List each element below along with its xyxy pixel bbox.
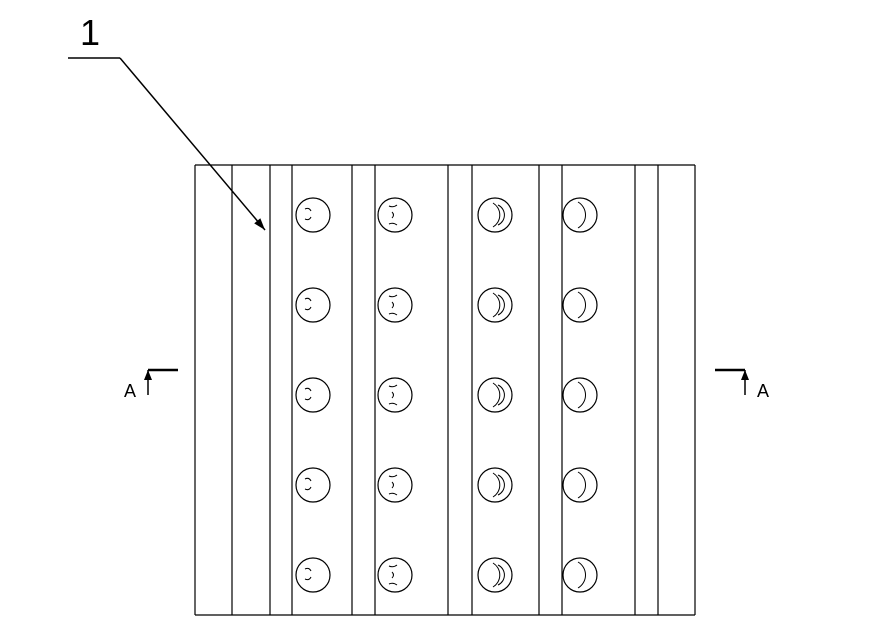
technical-drawing: 1 A A [0, 0, 891, 639]
leader-label: 1 [80, 12, 100, 53]
section-label: A [124, 381, 136, 401]
section-label: A [757, 381, 769, 401]
